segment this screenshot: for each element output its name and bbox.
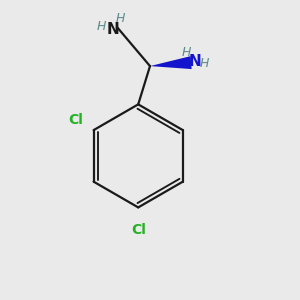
Text: H: H xyxy=(97,20,106,33)
Text: H: H xyxy=(116,13,125,26)
Text: H: H xyxy=(200,58,209,70)
Text: Cl: Cl xyxy=(131,223,146,236)
Text: N: N xyxy=(107,22,120,37)
Text: Cl: Cl xyxy=(68,112,83,127)
Polygon shape xyxy=(150,56,192,69)
Text: N: N xyxy=(189,53,202,68)
Text: H: H xyxy=(182,46,191,59)
